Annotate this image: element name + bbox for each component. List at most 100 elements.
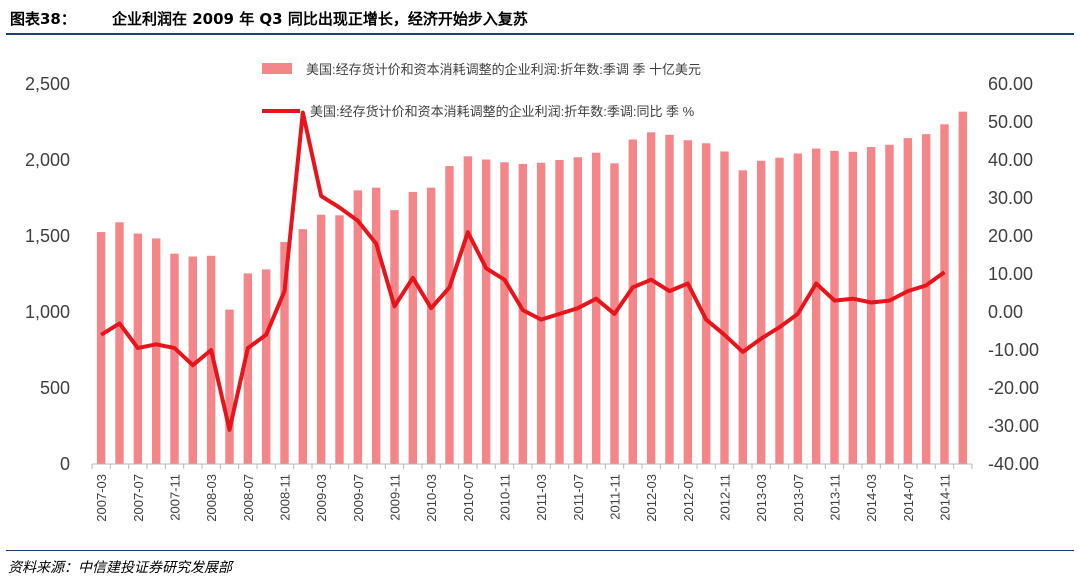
x-tick-label: 2014-07: [901, 474, 916, 522]
x-tick-label: 2007-07: [131, 474, 146, 522]
x-tick-label: 2012-07: [681, 474, 696, 522]
bar: [793, 153, 803, 464]
bar: [426, 187, 436, 464]
x-tick-label: 2013-11: [828, 474, 843, 521]
x-tick-label: 2013-07: [791, 474, 806, 522]
x-tick-label: 2013-03: [754, 474, 769, 522]
x-tick-label: 2011-03: [534, 474, 549, 521]
y-right-tick-label: 40.00: [988, 150, 1033, 170]
bar: [316, 214, 326, 464]
bar: [591, 152, 601, 464]
x-tick-label: 2010-03: [424, 474, 439, 522]
bar: [445, 166, 454, 464]
bar: [390, 210, 399, 464]
legend: 美国:经存货计价和资本消耗调整的企业利润:折年数:季调 季 十亿美元 美国:经存…: [262, 62, 701, 119]
bar: [811, 148, 821, 464]
header-rule: [6, 33, 1074, 35]
bar: [170, 253, 179, 464]
y-right-tick-label: 50.00: [988, 112, 1033, 132]
bar-series: [96, 111, 968, 465]
x-tick-label: 2010-11: [498, 474, 513, 521]
legend-label-bar: 美国:经存货计价和资本消耗调整的企业利润:折年数:季调 季 十亿美元: [306, 62, 701, 77]
bar: [536, 162, 546, 464]
bar: [481, 159, 491, 464]
y-right-tick-label: -20.00: [988, 378, 1039, 398]
bar: [646, 132, 656, 464]
x-tick-label: 2012-11: [718, 474, 733, 521]
y-left-tick-label: 2,500: [25, 74, 70, 94]
x-tick-label: 2010-07: [461, 474, 476, 522]
x-tick-label: 2007-11: [168, 474, 183, 521]
bar: [940, 124, 949, 464]
bar: [261, 269, 271, 464]
bar: [280, 242, 289, 464]
x-tick-label: 2011-07: [571, 474, 586, 521]
bar: [830, 150, 839, 464]
y-right-tick-label: 60.00: [988, 74, 1033, 94]
x-tick-label: 2011-11: [608, 474, 623, 520]
y-left-tick-label: 1,000: [25, 302, 70, 322]
axes: 0 500 1,000 1,500 2,000 2,500 -40.00 -30.00 -20.…: [25, 74, 1039, 522]
bar: [225, 309, 234, 464]
y-right-tick-label: 20.00: [988, 226, 1033, 246]
y-right-tick-label: 0.00: [988, 302, 1023, 322]
bar: [848, 151, 858, 464]
line-series: [100, 110, 946, 432]
bar: [958, 111, 968, 464]
bar: [115, 222, 124, 464]
y-right-tick-label: -40.00: [988, 454, 1039, 474]
x-tick-label: 2009-03: [314, 474, 329, 522]
x-tick-label: 2009-07: [351, 474, 366, 522]
bar: [243, 273, 253, 464]
bar: [463, 156, 473, 464]
figure-title: 企业利润在 2009 年 Q3 同比出现正增长，经济开始步入复苏: [112, 10, 528, 28]
x-tick-label: 2008-07: [241, 474, 256, 522]
y-right-tick-label: -30.00: [988, 416, 1039, 436]
bar: [701, 143, 711, 464]
x-tick-label: 2009-11: [388, 474, 403, 521]
bar: [151, 238, 161, 464]
bar: [683, 140, 693, 464]
source-note: 资料来源：中信建投证券研究发展部: [8, 560, 232, 576]
legend-swatch-bar: [262, 63, 292, 74]
y-right-tick-label: 10.00: [988, 264, 1033, 284]
y-left-tick-label: 500: [40, 378, 70, 398]
footer-rule: [6, 550, 1074, 551]
bar: [738, 170, 748, 464]
y-left-tick-label: 0: [60, 454, 70, 474]
x-tick-label: 2014-11: [938, 474, 953, 521]
bar: [96, 232, 106, 464]
bar: [518, 163, 528, 464]
y-left-tick-label: 1,500: [25, 226, 70, 246]
x-tick-label: 2007-03: [94, 474, 109, 522]
y-left-tick-label: 2,000: [25, 150, 70, 170]
bar: [885, 144, 894, 465]
figure-header: 图表38： 企业利润在 2009 年 Q3 同比出现正增长，经济开始步入复苏: [6, 4, 1074, 32]
bar: [573, 157, 583, 464]
bar: [371, 187, 381, 464]
y-right-tick-label: 30.00: [988, 188, 1033, 208]
bar: [756, 160, 766, 464]
bar: [298, 229, 308, 464]
bar: [353, 190, 363, 464]
bar: [628, 139, 638, 464]
x-tick-label: 2008-03: [204, 474, 219, 522]
bar: [500, 162, 509, 464]
bar: [921, 134, 931, 464]
bar: [775, 157, 784, 464]
figure-label: 图表38：: [10, 10, 76, 28]
bar: [665, 134, 674, 464]
bar: [903, 138, 913, 465]
x-tick-label: 2008-11: [278, 474, 293, 521]
bar: [720, 151, 729, 464]
legend-label-line: 美国:经存货计价和资本消耗调整的企业利润:折年数:季调:同比 季 %: [310, 104, 695, 119]
yoy-line: [100, 110, 946, 432]
bar: [866, 147, 876, 464]
bar: [335, 215, 344, 464]
y-right-tick-label: -10.00: [988, 340, 1039, 360]
x-tick-label: 2014-03: [864, 474, 879, 522]
bar: [188, 256, 198, 464]
combo-chart: 0 500 1,000 1,500 2,000 2,500 -40.00 -30.00 -20.…: [25, 62, 1039, 522]
bar: [408, 191, 418, 465]
bar: [206, 255, 216, 464]
